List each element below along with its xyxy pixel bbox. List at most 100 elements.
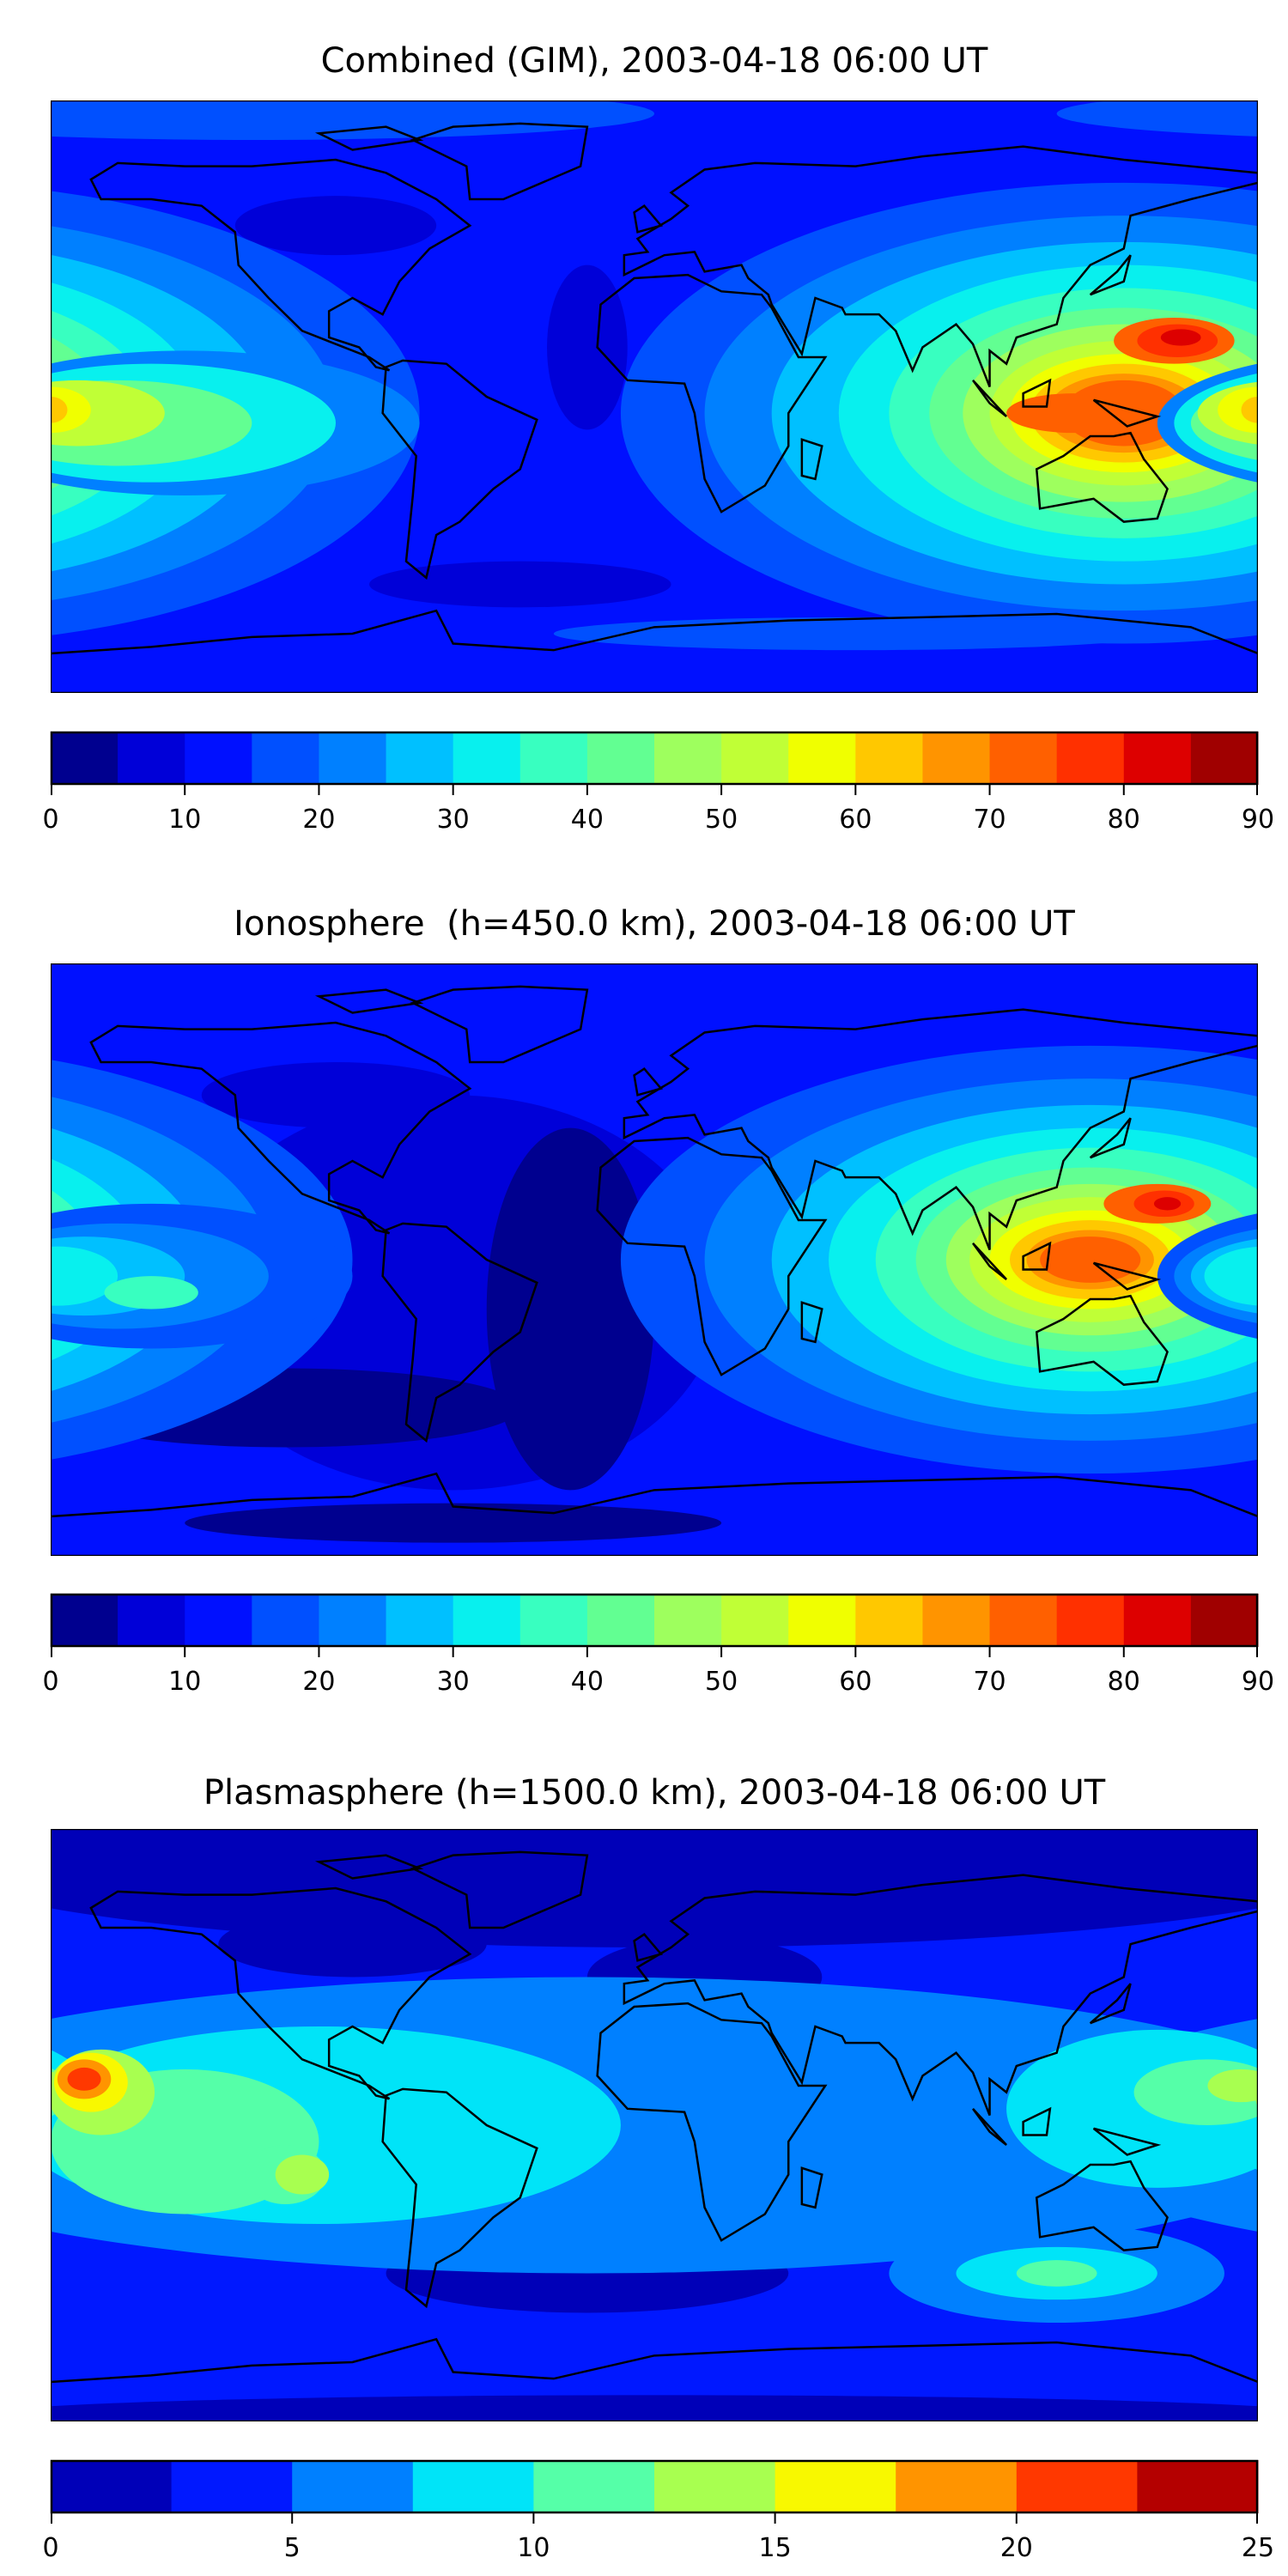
colorbar-segment: [989, 1594, 1058, 1647]
colorbar-frame: [50, 2459, 1259, 2514]
coastline: [635, 1069, 661, 1096]
colorbar-tick-label: 0: [42, 2533, 58, 2563]
colorbar-segment: [654, 2460, 776, 2513]
coastline: [1036, 1296, 1167, 1385]
colorbar-segment: [118, 732, 185, 785]
colorbar-segment: [1016, 2460, 1138, 2513]
contour-level-0: [51, 1829, 1258, 1947]
coastline: [1091, 1118, 1131, 1157]
panel-title-combined: Combined (GIM), 2003-04-18 06:00 UT: [320, 41, 988, 81]
colorbar-tick-label: 60: [839, 1667, 872, 1697]
colorbar-segment: [519, 732, 588, 785]
contour-level-1: [234, 196, 437, 256]
colorbar-segment: [989, 732, 1058, 785]
colorbar-segment: [1123, 732, 1192, 785]
coastline: [624, 1875, 1258, 2116]
colorbar-tick-label: 50: [705, 1667, 738, 1697]
colorbar-tick-label: 20: [302, 805, 335, 835]
coastline: [91, 1888, 470, 2099]
contour-level-0: [1124, 1829, 1258, 1909]
coastline: [319, 127, 419, 150]
colorbar-segment: [252, 732, 319, 785]
colorbar-segment: [118, 1594, 185, 1647]
contour-level-0: [1191, 2406, 1258, 2421]
colorbar-tick-label: 10: [168, 1667, 201, 1697]
contour-level-3: [51, 100, 654, 140]
colorbar-tick-label: 50: [705, 805, 738, 835]
colorbar-segment: [721, 1594, 789, 1647]
colorbar-segment: [1123, 1594, 1192, 1647]
colorbar-segment: [51, 2460, 173, 2513]
colorbar-segment: [386, 732, 454, 785]
contour-level-11: [51, 386, 91, 434]
colorbar-tick-label: 60: [839, 805, 872, 835]
contour-level-0: [218, 1911, 487, 1978]
colorbar-segment: [412, 2460, 534, 2513]
contour-level-5: [1207, 2069, 1258, 2103]
colorbar-tick-label: 20: [302, 1667, 335, 1697]
contour-fill-layer: [51, 1045, 1258, 1543]
coastline: [802, 2168, 822, 2208]
coastline: [802, 1303, 822, 1342]
coastlines: [51, 1852, 1258, 2382]
coastline-antarctica: [51, 611, 1258, 653]
coastline: [1094, 400, 1157, 427]
contour-level-6: [1204, 1246, 1258, 1306]
colorbar-segment: [922, 1594, 991, 1647]
contour-level-8: [67, 2067, 101, 2091]
coastline-antarctica: [51, 2339, 1258, 2382]
colorbar-tick-label: 70: [973, 1667, 1005, 1697]
coastline: [91, 1023, 470, 1233]
colorbar-segment: [1137, 2460, 1259, 2513]
colorbar-segment: [51, 732, 118, 785]
contour-level-16: [1160, 329, 1201, 346]
contour-level-0: [486, 1127, 654, 1491]
colorbar-segment: [319, 732, 387, 785]
colorbar-segment: [896, 2460, 1018, 2513]
colorbar-segment: [1056, 1594, 1125, 1647]
colorbar-segment: [453, 1594, 521, 1647]
colorbar-segment: [185, 1594, 252, 1647]
colorbar-tick-label: 40: [571, 805, 604, 835]
colorbar-segment: [519, 1594, 588, 1647]
colorbar-segment: [1190, 1594, 1259, 1647]
contour-level-7: [104, 1276, 198, 1309]
colorbar-tick-label: 70: [973, 805, 1005, 835]
contour-level-3: [1056, 100, 1258, 137]
coastline: [635, 1935, 661, 1961]
contour-level-12: [1241, 397, 1258, 423]
coastline: [1024, 380, 1050, 407]
colorbar-segment: [855, 732, 923, 785]
coastline: [413, 124, 587, 199]
colorbar-segment: [453, 732, 521, 785]
contour-level-5: [275, 2154, 330, 2195]
colorbar-tick-label: 10: [517, 2533, 550, 2563]
colorbar-tick-label: 20: [1000, 2533, 1033, 2563]
colorbar-tick-label: 5: [284, 2533, 301, 2563]
contour-level-0: [51, 1829, 185, 1909]
contour-level-0: [185, 1503, 722, 1543]
colorbar-segment: [533, 2460, 655, 2513]
colorbar-segment: [855, 1594, 923, 1647]
colorbar-tick-label: 40: [571, 1667, 604, 1697]
coastline: [1024, 2109, 1050, 2136]
coastline: [973, 2109, 1006, 2145]
coastline: [413, 987, 587, 1062]
colorbar-tick-label: 10: [168, 805, 201, 835]
coastline: [1036, 433, 1167, 521]
colorbar-tick-label: 0: [42, 1667, 58, 1697]
coastline: [413, 1852, 587, 1928]
contour-level-1: [547, 264, 628, 430]
map-ionosphere: [51, 963, 1258, 1556]
coastline-antarctica: [51, 1473, 1258, 1516]
coastline: [973, 1243, 1006, 1279]
coastline: [1094, 2129, 1157, 2155]
contour-level-6: [51, 1246, 118, 1306]
colorbar-combined: 0 10 20 30 40 50 60 70 80 90: [42, 731, 1274, 835]
colorbar-ionosphere: 0 10 20 30 40 50 60 70 80 90: [42, 1593, 1274, 1697]
colorbar-tick-label: 30: [437, 1667, 470, 1697]
contour-fill-layer: [51, 100, 1258, 651]
colorbar-segment: [922, 732, 991, 785]
coastline: [624, 147, 1258, 387]
coastline: [624, 1010, 1258, 1250]
